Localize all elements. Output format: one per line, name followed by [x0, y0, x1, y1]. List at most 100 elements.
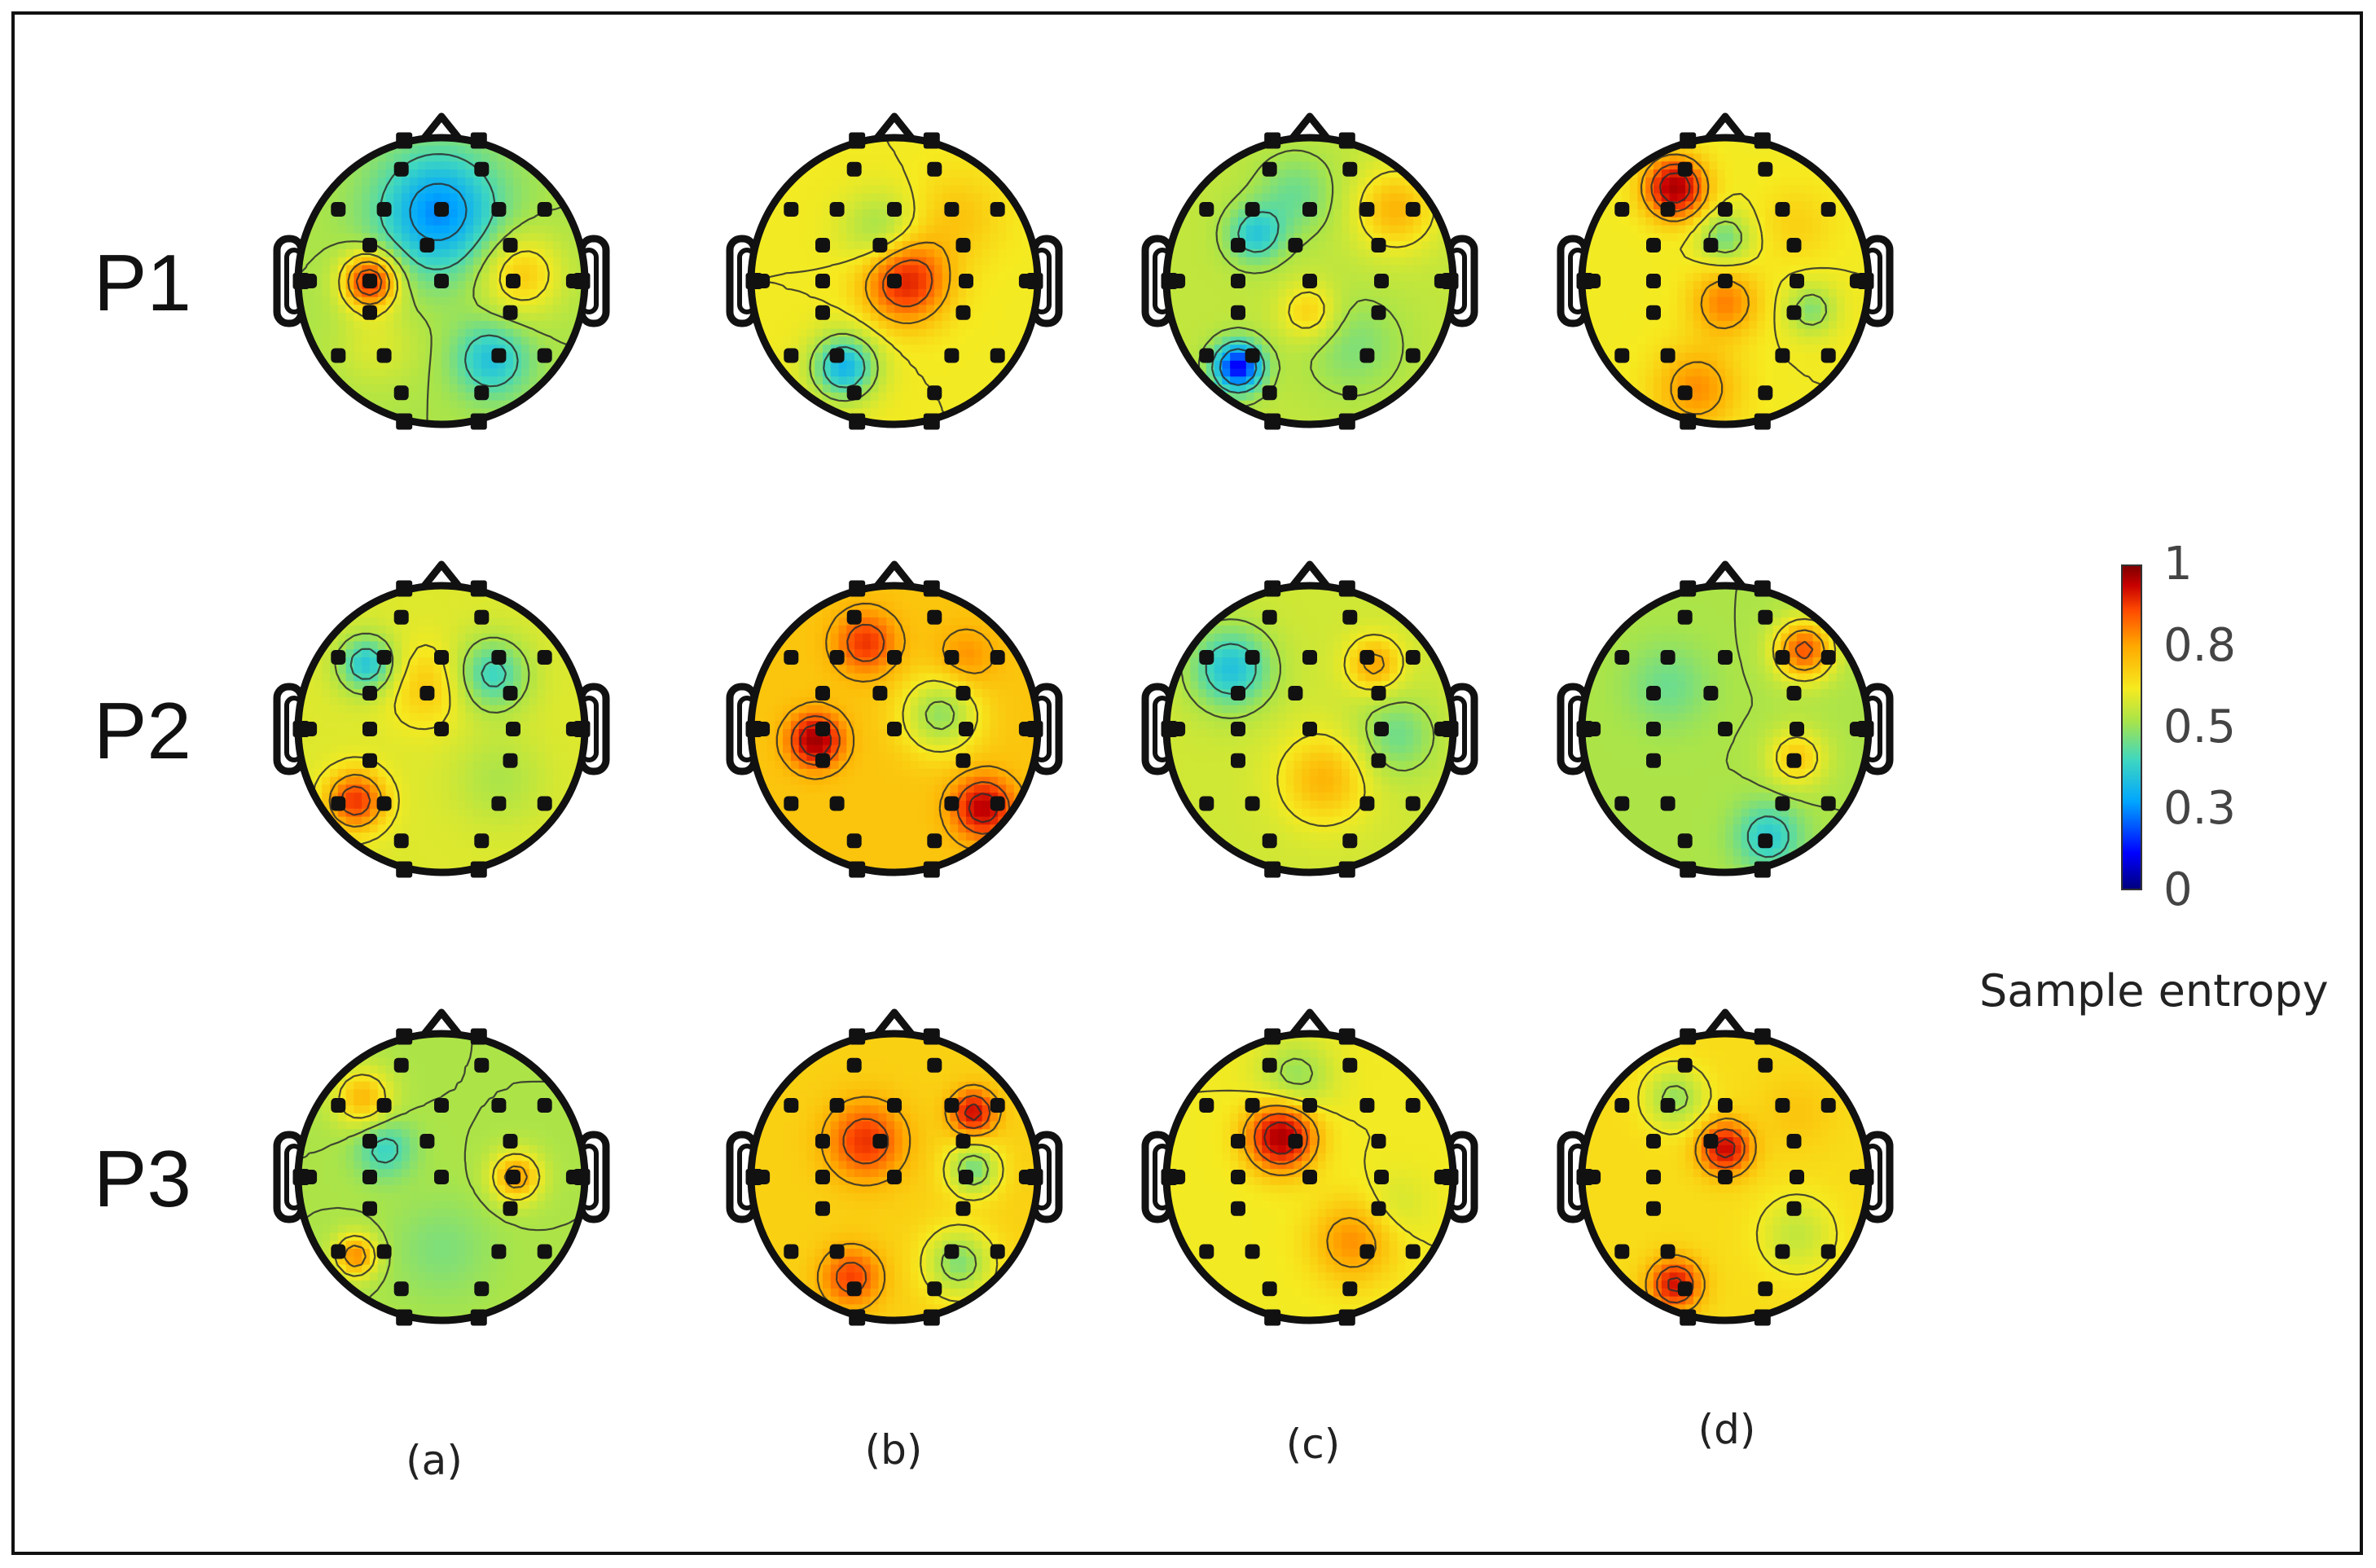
electrode-marker: [1614, 650, 1630, 665]
electrode-marker: [1342, 609, 1358, 625]
electrode-marker: [1680, 1309, 1697, 1326]
electrode-marker: [1374, 274, 1389, 288]
electrode-marker: [1754, 861, 1771, 878]
contour-lines: [1180, 618, 1435, 828]
electrode-marker: [1703, 1134, 1719, 1149]
electrode-marker: [1614, 202, 1630, 217]
electrode-marker: [1677, 385, 1693, 401]
topomap-r2-c3: [1141, 560, 1478, 878]
electrode-marker: [1677, 1281, 1693, 1297]
electrode-marker: [1857, 273, 1874, 289]
electrode-marker: [474, 161, 490, 177]
electrode-marker: [1262, 609, 1277, 625]
electrode-marker: [1359, 1098, 1375, 1113]
electrode-marker: [1302, 1170, 1317, 1184]
electrode-marker: [1342, 833, 1358, 849]
electrode-marker: [362, 753, 377, 768]
electrode-marker: [573, 721, 591, 737]
electrode-marker: [829, 796, 845, 811]
contour-lines: [298, 153, 585, 424]
electrode-marker: [955, 1134, 971, 1149]
electrode-marker: [1359, 348, 1375, 363]
col-label-a: (a): [406, 1437, 463, 1484]
electrode-marker: [1614, 1098, 1630, 1113]
electrode-marker: [376, 348, 392, 363]
electrode-marker: [1264, 1309, 1281, 1326]
electrode-marker: [990, 348, 1005, 363]
electrode-marker: [815, 1170, 830, 1184]
electrode-marker: [1758, 833, 1773, 849]
electrode-marker: [959, 1170, 973, 1184]
row-label-p1: P1: [94, 238, 191, 327]
electrode-marker: [393, 1057, 409, 1073]
electrode-marker: [815, 722, 830, 736]
electrode-marker: [1576, 1169, 1593, 1185]
electrode-marker: [829, 1098, 845, 1113]
electrode-marker: [846, 1057, 862, 1073]
electrode-marker: [849, 1028, 866, 1045]
topomap-r2-c1: [273, 560, 610, 878]
electrode-marker: [434, 202, 449, 217]
electrode-marker: [1359, 796, 1375, 811]
electrode-marker: [1820, 1098, 1836, 1113]
electrode-marker: [784, 796, 799, 811]
electrode-marker: [1786, 305, 1802, 320]
electrode-marker: [1754, 132, 1771, 149]
nose-outline: [1702, 1008, 1748, 1039]
topomap-r3-c3: [1141, 1008, 1478, 1326]
topomap-r3-c2: [726, 1008, 1063, 1326]
electrode-marker: [1646, 753, 1661, 768]
electrode-marker: [1660, 1098, 1675, 1113]
contour-lines: [1197, 149, 1435, 408]
electrode-marker: [396, 580, 413, 597]
electrode-marker: [955, 686, 971, 701]
electrode-marker: [419, 238, 435, 253]
electrode-marker: [537, 202, 552, 217]
electrode-marker: [1790, 722, 1804, 736]
electrode-marker: [944, 202, 960, 217]
electrode-marker: [846, 609, 862, 625]
electrode-marker: [990, 1244, 1005, 1259]
electrode-marker: [434, 274, 449, 288]
nose-outline: [872, 1008, 917, 1039]
nose-outline: [872, 560, 917, 591]
electrode-marker: [1199, 650, 1214, 665]
electrode-marker: [1754, 580, 1771, 597]
colorbar-tick-0.5: 0.5: [2163, 701, 2237, 753]
colorbar-title: Sample entropy: [1979, 965, 2329, 1017]
electrode-marker: [1264, 580, 1281, 597]
electrode-marker: [1680, 413, 1697, 430]
electrode-marker: [887, 722, 902, 736]
electrode-marker: [990, 650, 1005, 665]
electrode-marker: [1302, 650, 1317, 665]
nose-outline: [419, 560, 464, 591]
electrode-marker: [1199, 796, 1214, 811]
electrode-marker: [1262, 385, 1277, 401]
electrode-marker: [491, 348, 507, 363]
electrode-marker: [537, 796, 552, 811]
electrode-marker: [1262, 1281, 1277, 1297]
electrode-marker: [1718, 722, 1733, 736]
electrode-marker: [784, 1244, 799, 1259]
electrode-marker: [1677, 1057, 1693, 1073]
electrode-marker: [927, 1281, 942, 1297]
electrode-marker: [470, 861, 487, 878]
electrode-marker: [376, 1098, 392, 1113]
electrode-marker: [1338, 1028, 1355, 1045]
electrode-marker: [362, 274, 377, 288]
electrode-marker: [872, 238, 888, 253]
electrode-marker: [1614, 348, 1630, 363]
electrode-marker: [1262, 161, 1277, 177]
electrode-marker: [1371, 1134, 1386, 1149]
electrode-marker: [784, 202, 799, 217]
electrode-marker: [1245, 1098, 1260, 1113]
electrode-marker: [1775, 1244, 1790, 1259]
electrode-marker: [1026, 1169, 1043, 1185]
electrode-marker: [887, 274, 902, 288]
electrode-marker: [923, 1309, 940, 1326]
electrode-marker: [331, 1244, 346, 1259]
electrode-marker: [1245, 202, 1260, 217]
electrode-marker: [376, 202, 392, 217]
electrode-marker: [1754, 1309, 1771, 1326]
electrode-marker: [491, 202, 507, 217]
